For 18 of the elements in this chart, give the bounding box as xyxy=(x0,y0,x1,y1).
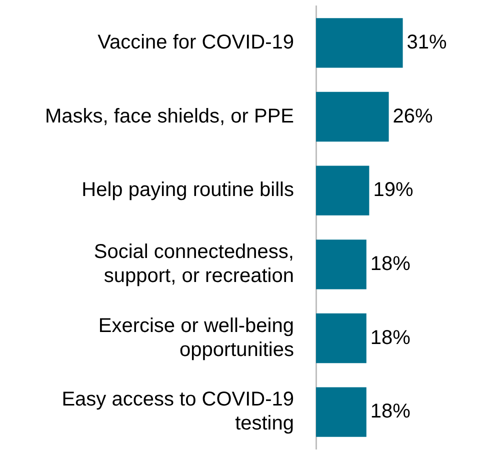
y-tick-label: Easy access to COVID-19 testing xyxy=(62,388,294,435)
bar xyxy=(316,166,370,216)
data-label: 31% xyxy=(406,31,448,54)
bar xyxy=(316,18,403,68)
data-label: 18% xyxy=(370,400,411,423)
data-label: 19% xyxy=(373,179,414,202)
data-label: 26% xyxy=(392,105,434,128)
y-tick-label: Masks, face shields, or PPE xyxy=(45,105,294,128)
bar xyxy=(316,92,389,142)
data-label: 18% xyxy=(370,252,411,275)
bar xyxy=(316,387,366,437)
bar xyxy=(316,313,366,364)
y-tick-label: Vaccine for COVID-19 xyxy=(98,31,294,54)
y-tick-label: Exercise or well-being opportunities xyxy=(98,314,294,361)
bar xyxy=(316,240,366,290)
y-tick-label: Social connectedness, support, or recreation xyxy=(94,240,294,287)
data-label: 18% xyxy=(370,326,411,349)
y-tick-label: Help paying routine bills xyxy=(82,179,294,202)
